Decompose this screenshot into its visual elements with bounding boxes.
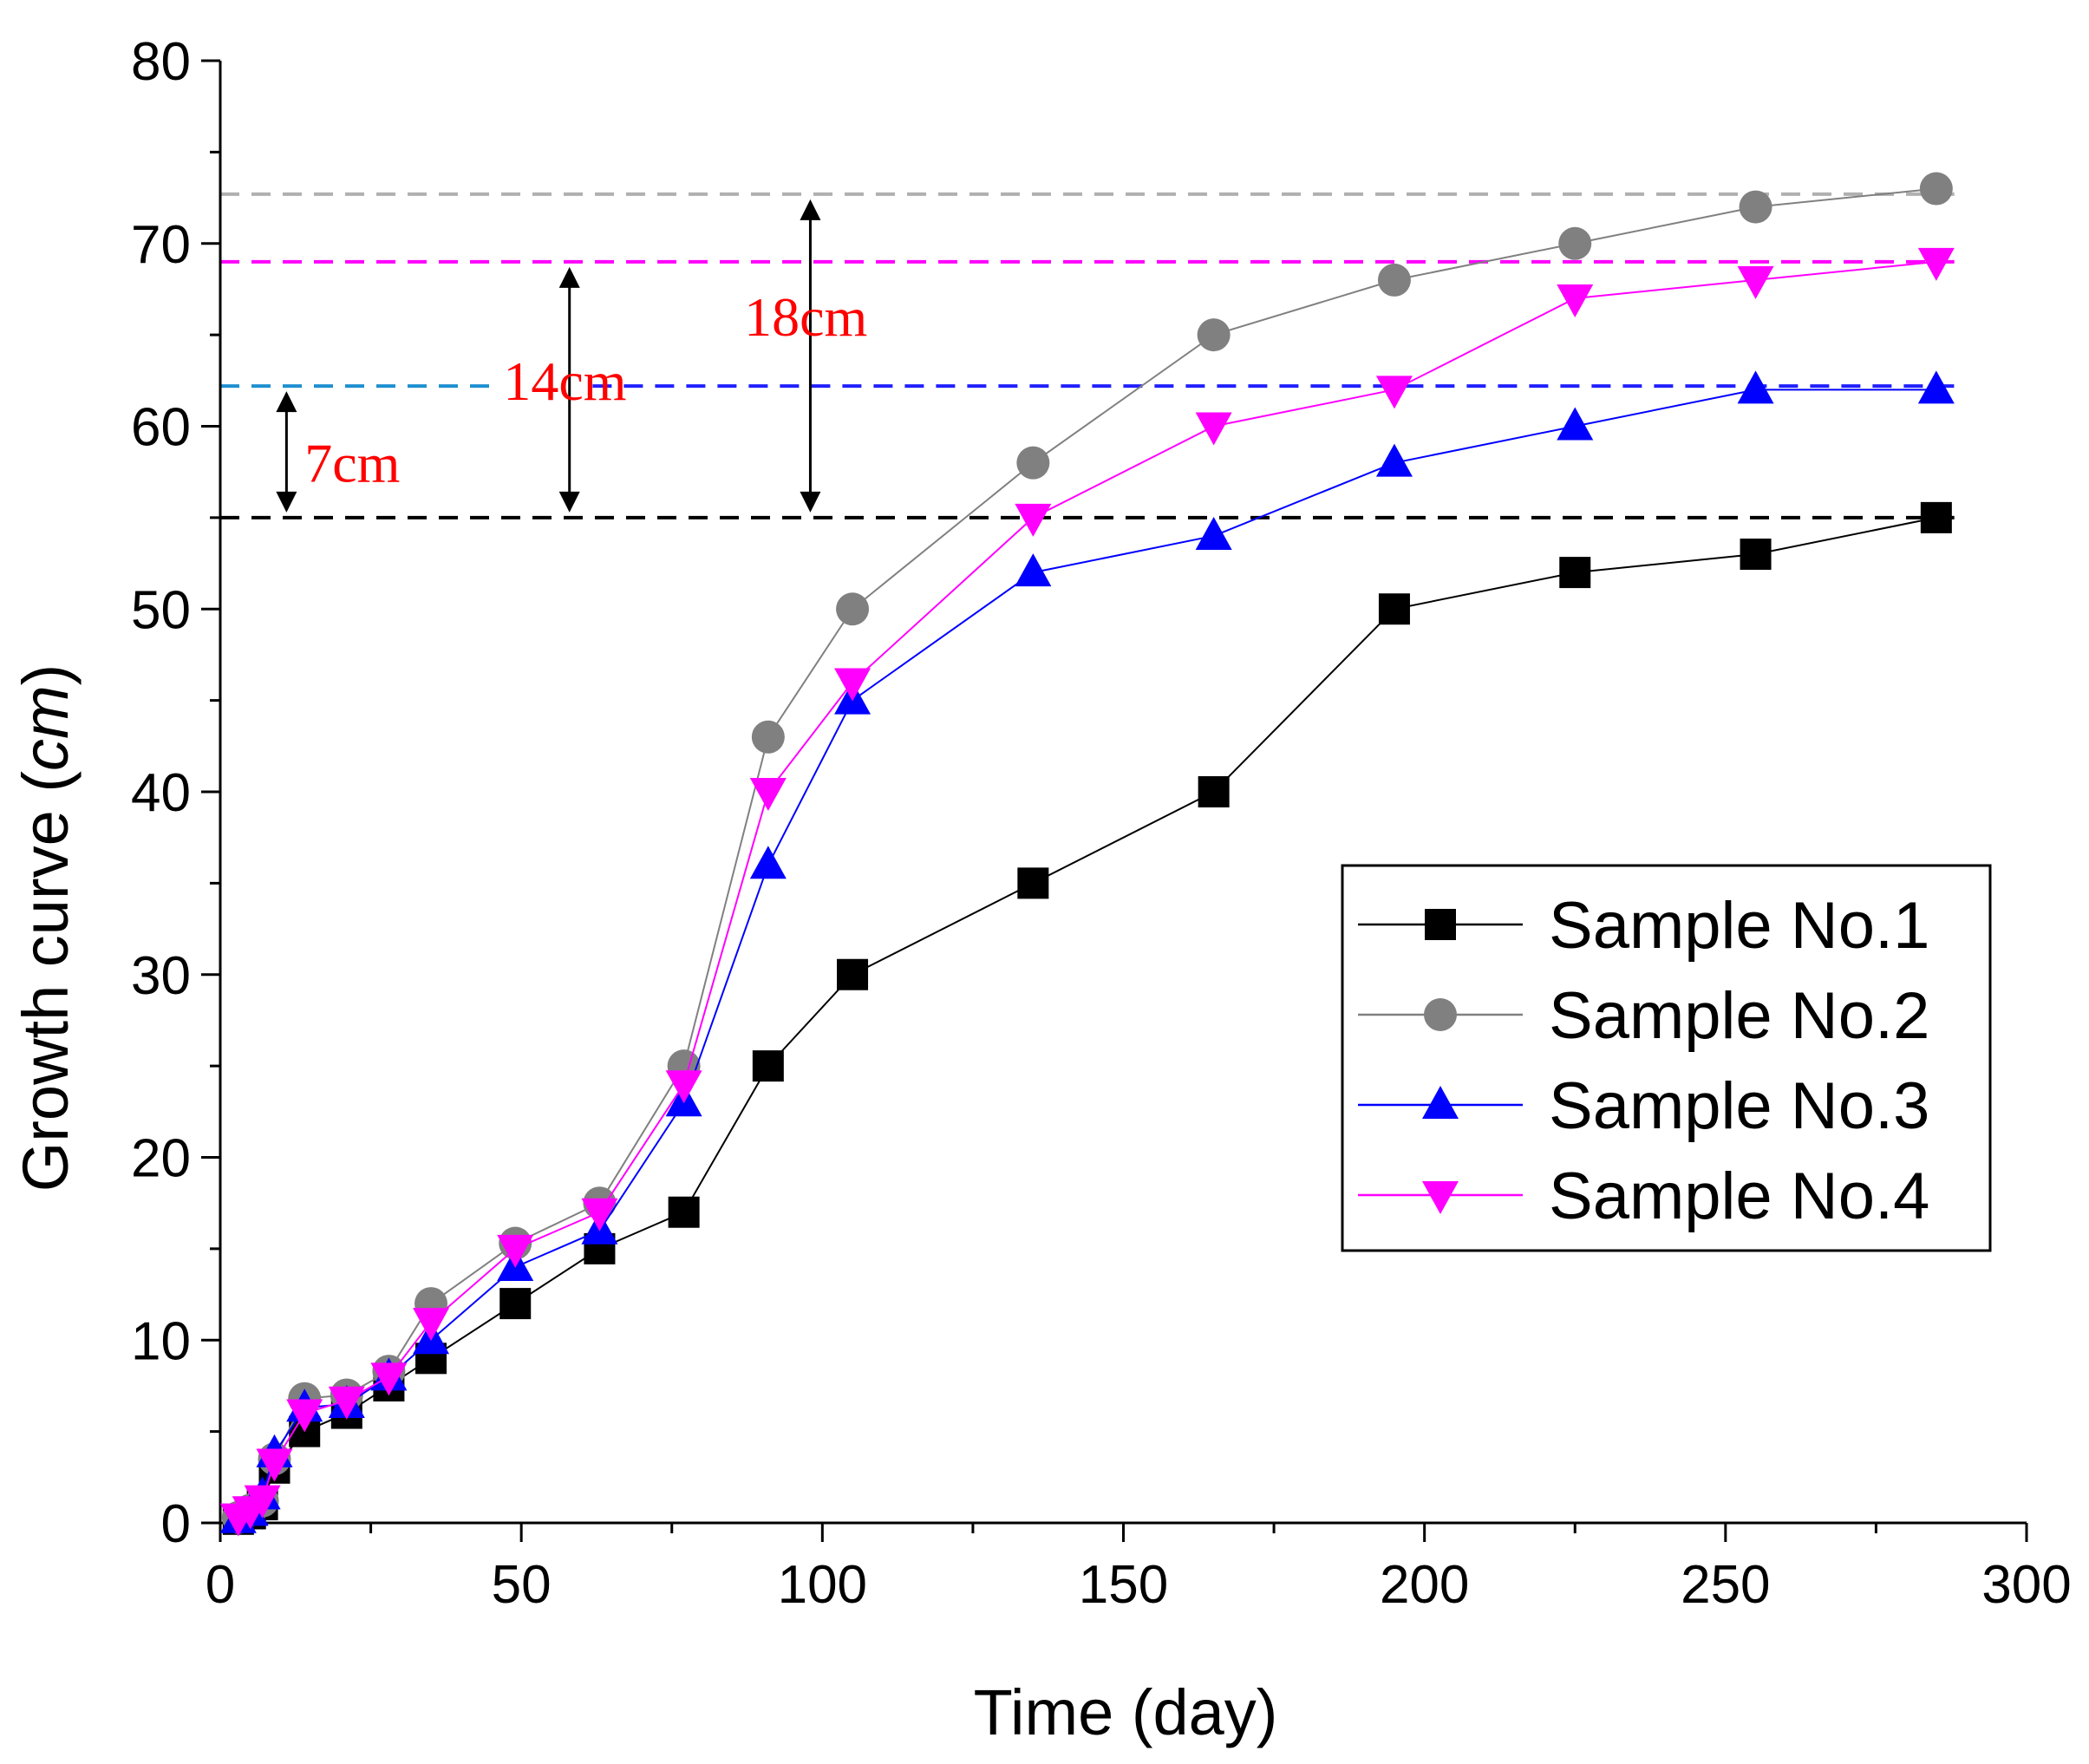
x-tick-label: 50	[492, 1555, 552, 1615]
data-point	[1558, 226, 1592, 260]
data-point	[1375, 443, 1413, 477]
data-point	[1740, 539, 1772, 571]
annotations: 7cm 14cm 18cm	[276, 199, 867, 513]
data-point	[1016, 446, 1050, 480]
annotation-arrowhead	[558, 491, 580, 513]
data-point	[749, 846, 787, 879]
axes: 0 10 20 30 40 50 60 70 80 0 50 100 150 200 250 300	[131, 32, 2072, 1615]
annotation-label: 7cm	[304, 433, 400, 494]
y-tick-label: 70	[131, 215, 191, 275]
legend-label: Sample No.4	[1549, 1160, 1929, 1233]
data-point	[1195, 516, 1232, 550]
data-point	[256, 1448, 293, 1482]
data-point	[1377, 263, 1411, 297]
y-tick-label: 80	[131, 32, 191, 92]
data-point	[286, 1399, 323, 1433]
data-point	[1425, 909, 1456, 940]
x-tick-label: 250	[1681, 1555, 1770, 1615]
data-point	[1917, 247, 1955, 281]
data-point	[581, 1198, 618, 1232]
annotation-label: 18cm	[744, 286, 867, 348]
annotation-arrowhead	[276, 391, 297, 413]
legend-label: Sample No.2	[1549, 979, 1929, 1053]
data-point	[1739, 190, 1772, 224]
reference-lines	[220, 192, 1955, 519]
data-point	[1737, 265, 1774, 299]
y-axis-title-main: Growth curve (	[10, 771, 82, 1192]
data-point	[244, 1485, 281, 1519]
data-point	[751, 720, 785, 754]
data-point	[1424, 998, 1457, 1031]
y-axis-title-unit: cm	[10, 685, 82, 771]
x-tick-label: 200	[1380, 1555, 1469, 1615]
series-2	[221, 172, 1953, 1534]
data-point	[1198, 776, 1230, 807]
data-point	[1917, 370, 1955, 404]
y-axis-title: Growth curve (cm)	[10, 664, 82, 1192]
annotation-arrowhead	[800, 491, 821, 513]
data-point	[752, 1050, 784, 1082]
data-point	[1557, 284, 1594, 317]
x-axis-title: Time (day)	[974, 1676, 1278, 1748]
data-point	[499, 1288, 532, 1320]
y-tick-label: 50	[131, 580, 191, 640]
data-point	[1197, 318, 1231, 352]
data-point	[1919, 172, 1953, 206]
data-point	[1017, 867, 1049, 899]
data-point	[1015, 503, 1052, 537]
x-tick-label: 150	[1079, 1555, 1168, 1615]
data-point	[1195, 412, 1232, 446]
series-4	[219, 247, 1955, 1537]
legend: Sample No.1 Sample No.2 Sample No.3 Sample …	[1341, 864, 1992, 1252]
data-point	[1378, 593, 1410, 625]
data-point	[665, 1070, 702, 1104]
data-point	[1557, 407, 1594, 441]
series-group	[219, 172, 1955, 1537]
data-point	[497, 1234, 534, 1268]
data-point	[1422, 1181, 1459, 1214]
y-tick-label: 40	[131, 763, 191, 823]
data-point	[1015, 553, 1052, 587]
data-point	[1375, 376, 1413, 409]
data-point	[1737, 370, 1774, 404]
data-point	[370, 1362, 408, 1396]
x-tick-label: 300	[1981, 1555, 2071, 1615]
data-point	[837, 958, 869, 990]
y-tick-label: 60	[131, 398, 191, 458]
legend-label: Sample No.3	[1549, 1069, 1929, 1143]
y-axis-title-close: )	[10, 664, 82, 686]
data-point	[749, 778, 787, 811]
annotation-arrowhead	[558, 266, 580, 288]
data-point	[1920, 501, 1952, 533]
annotation-arrowhead	[800, 199, 821, 220]
data-point	[1422, 1086, 1459, 1119]
y-tick-label: 30	[131, 946, 191, 1006]
data-point	[836, 592, 870, 626]
y-tick-label: 0	[161, 1494, 191, 1554]
data-point	[328, 1386, 365, 1420]
x-tick-label: 0	[206, 1555, 235, 1615]
data-point	[834, 668, 872, 702]
data-point	[1559, 557, 1591, 589]
legend-label: Sample No.1	[1549, 889, 1929, 963]
y-tick-label: 10	[131, 1311, 191, 1371]
x-tick-label: 100	[778, 1555, 867, 1615]
data-point	[413, 1308, 450, 1342]
data-point	[668, 1196, 700, 1228]
annotation-label: 14cm	[503, 350, 626, 412]
y-tick-label: 20	[131, 1129, 191, 1189]
annotation-arrowhead	[276, 491, 297, 513]
